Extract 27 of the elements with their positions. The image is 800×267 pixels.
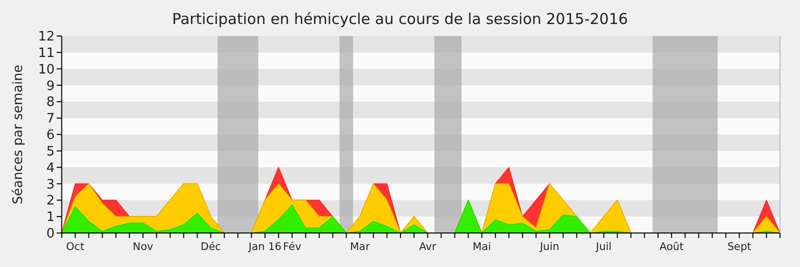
y-tick-label: 7 — [46, 112, 55, 127]
y-tick-label: 9 — [46, 78, 55, 94]
x-tick-label: Juil — [595, 241, 612, 253]
y-tick-label: 4 — [46, 160, 55, 176]
x-tick-label: Mai — [472, 241, 492, 253]
y-tick-label: 3 — [46, 177, 55, 192]
chart-title: Participation en hémicycle au cours de la session 2015-2016 — [172, 10, 628, 28]
x-tick-label: Mar — [350, 241, 370, 253]
y-tick-label: 1 — [46, 210, 55, 226]
x-tick-label: Oct — [66, 241, 84, 253]
x-tick-label: Jan 16 — [248, 241, 282, 253]
y-tick-label: 5 — [46, 144, 55, 160]
x-tick-label: Août — [659, 241, 684, 253]
y-tick-label: 12 — [38, 30, 55, 45]
y-tick-label: 6 — [46, 128, 55, 144]
y-tick-label: 0 — [46, 226, 55, 242]
x-tick-label: Nov — [132, 241, 154, 253]
y-tick-label: 8 — [46, 95, 55, 110]
x-tick-label: Sept — [727, 241, 752, 253]
x-tick-label: Avr — [419, 241, 437, 253]
y-tick-label: 10 — [38, 62, 55, 78]
x-tick-label: Déc — [200, 241, 222, 253]
y-tick-label: 2 — [46, 194, 55, 209]
y-axis-title: Séances par semaine — [11, 64, 26, 204]
x-tick-label: Fév — [283, 241, 302, 253]
x-tick-label: Juin — [538, 241, 560, 253]
y-tick-label: 11 — [38, 46, 55, 61]
